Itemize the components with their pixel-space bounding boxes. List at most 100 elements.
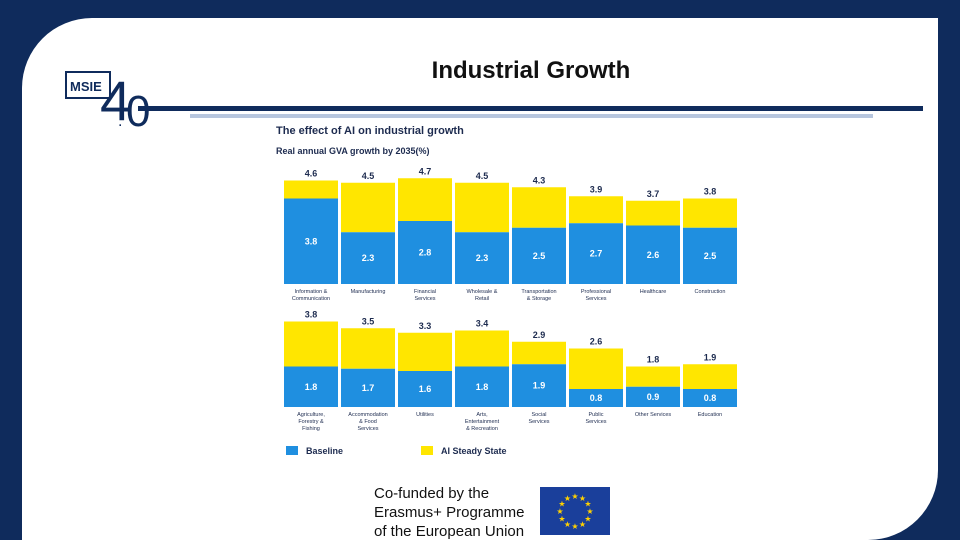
bar-ai-steady-state	[569, 348, 623, 389]
legend-label-baseline: Baseline	[306, 446, 343, 456]
title-rule-light	[190, 114, 873, 118]
bar-ai-steady-state	[683, 198, 737, 228]
eu-star-icon: ★	[586, 507, 593, 516]
bar-ai-steady-state	[512, 341, 566, 365]
category-label: Entertainment	[465, 419, 500, 425]
data-label-ai: 4.5	[362, 171, 375, 181]
cofunding-badge: Co-funded by the Erasmus+ Programme of t…	[362, 478, 622, 540]
data-label-ai: 4.5	[476, 171, 489, 181]
bar-baseline	[512, 364, 566, 407]
bar-baseline	[569, 223, 623, 284]
data-label-ai: 3.5	[362, 316, 375, 326]
data-label-ai: 1.8	[647, 355, 660, 365]
category-label: Information &	[295, 289, 328, 295]
data-label-baseline: 2.6	[647, 250, 660, 260]
title-rule	[138, 106, 923, 111]
category-label: Professional	[581, 289, 611, 295]
data-label-baseline: 0.8	[704, 393, 717, 403]
eu-star-icon: ★	[571, 522, 578, 531]
data-label-baseline: 1.6	[419, 384, 432, 394]
data-label-baseline: 2.5	[704, 251, 717, 261]
eu-star-icon: ★	[564, 520, 571, 529]
chart-subtitle: Real annual GVA growth by 2035(%)	[276, 146, 430, 156]
data-label-baseline: 2.8	[419, 248, 432, 258]
msie-40-logo: MSIE 4 . 0	[65, 69, 150, 130]
bar-baseline	[455, 366, 509, 407]
category-label: Utilities	[416, 412, 434, 418]
category-label: Public	[589, 412, 604, 418]
bar-ai-steady-state	[284, 321, 338, 367]
logo-text: MSIE	[70, 79, 102, 94]
industry-growth-chart: The effect of AI on industrial growth Rea…	[276, 125, 737, 456]
bar-ai-steady-state	[683, 364, 737, 389]
bar-baseline	[683, 389, 737, 407]
data-label-baseline: 1.8	[476, 382, 489, 392]
bar-ai-steady-state	[455, 330, 509, 367]
data-label-ai: 4.6	[305, 169, 318, 179]
eu-star-icon: ★	[579, 494, 586, 503]
category-label: Services	[528, 419, 549, 425]
data-label-baseline: 1.9	[533, 381, 546, 391]
logo-four: 4	[100, 69, 131, 130]
data-label-baseline: 3.8	[305, 236, 318, 246]
page-title: Industrial Growth	[431, 57, 631, 84]
data-label-baseline: 0.9	[647, 392, 660, 402]
bar-baseline	[284, 198, 338, 284]
data-label-ai: 3.8	[305, 310, 318, 320]
chart-title: The effect of AI on industrial growth	[276, 125, 464, 137]
category-label: Fishing	[302, 426, 320, 432]
eu-star-icon: ★	[556, 507, 563, 516]
bar-baseline	[626, 225, 680, 284]
category-label: Services	[357, 426, 378, 432]
logo-dot: .	[118, 113, 122, 130]
eu-flag-icon: ★★★★★★★★★ ★ ★★	[540, 487, 610, 535]
bar-ai-steady-state	[455, 182, 509, 233]
data-label-baseline: 0.8	[590, 393, 603, 403]
bar-baseline	[398, 221, 452, 284]
category-label: Services	[585, 419, 606, 425]
category-label: Transportation	[521, 289, 556, 295]
data-label-ai: 1.9	[704, 352, 717, 362]
data-label-baseline: 2.7	[590, 249, 603, 259]
data-label-ai: 2.6	[590, 337, 603, 347]
bar-ai-steady-state	[626, 200, 680, 226]
category-label: Other Services	[635, 412, 672, 418]
category-label: & Food	[359, 419, 377, 425]
bar-baseline	[569, 389, 623, 407]
category-label: & Storage	[527, 296, 551, 302]
eu-star-icon: ★	[558, 515, 565, 524]
eu-star-icon: ★	[584, 515, 591, 524]
category-label: Services	[585, 296, 606, 302]
eu-star-icon: ★	[571, 492, 578, 501]
data-label-ai: 3.3	[419, 321, 432, 331]
legend-label-ai: AI Steady State	[441, 446, 507, 456]
category-label: Agriculture,	[297, 412, 325, 418]
data-label-ai: 3.4	[476, 319, 489, 329]
data-label-baseline: 1.8	[305, 382, 318, 392]
data-label-ai: 2.9	[533, 330, 546, 340]
data-label-ai: 4.3	[533, 175, 546, 185]
category-label: Manufacturing	[351, 289, 386, 295]
bar-baseline	[683, 227, 737, 284]
bar-baseline	[512, 227, 566, 284]
category-label: Wholesale &	[467, 289, 498, 295]
bar-baseline	[626, 386, 680, 407]
category-label: Accommodation	[348, 412, 387, 418]
category-label: Financial	[414, 289, 436, 295]
bar-ai-steady-state	[398, 178, 452, 221]
bar-baseline	[341, 232, 395, 284]
category-label: Communication	[292, 296, 330, 302]
data-label-baseline: 2.3	[476, 253, 489, 263]
bar-ai-steady-state	[341, 182, 395, 233]
data-label-baseline: 2.3	[362, 253, 375, 263]
category-label: Healthcare	[640, 289, 667, 295]
bar-ai-steady-state	[569, 196, 623, 224]
data-label-ai: 3.7	[647, 189, 660, 199]
bar-baseline	[341, 368, 395, 407]
data-label-baseline: 1.7	[362, 383, 375, 393]
eu-star-icon: ★	[579, 520, 586, 529]
category-label: Social	[532, 412, 547, 418]
legend-swatch-baseline	[286, 446, 298, 455]
data-label-ai: 4.7	[419, 166, 432, 176]
bar-ai-steady-state	[284, 180, 338, 199]
